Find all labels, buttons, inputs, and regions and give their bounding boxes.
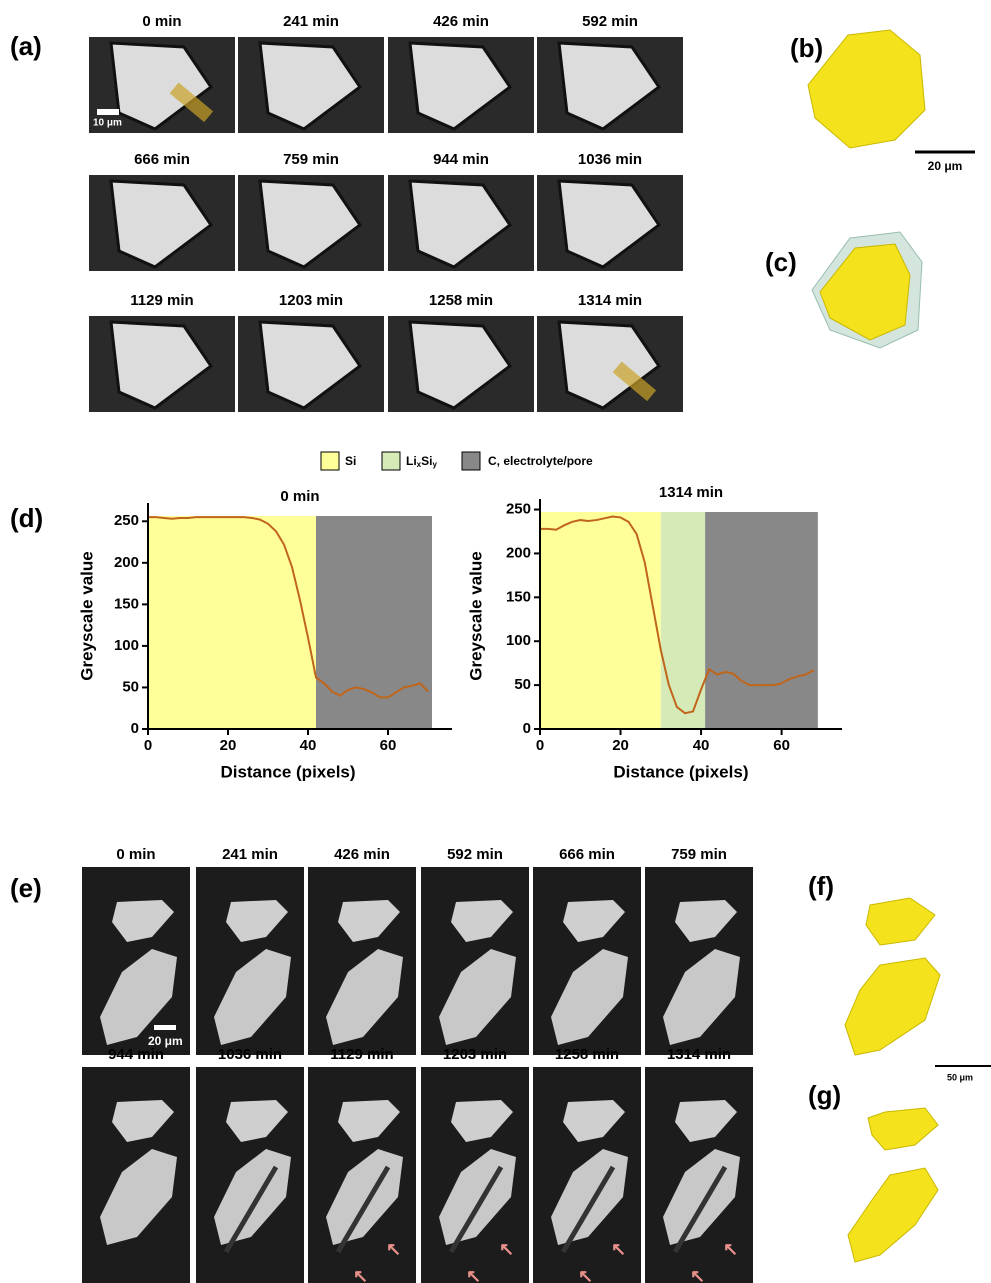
- time-label: 1129 min: [330, 1046, 393, 1063]
- time-label: 0 min: [142, 13, 181, 30]
- arrow: ↖: [499, 1239, 514, 1259]
- legend-label: C, electrolyte/pore: [488, 454, 593, 468]
- legend-subscript: y: [432, 460, 437, 469]
- x-tick-label: 40: [300, 737, 317, 754]
- arrow: ↖: [578, 1266, 593, 1283]
- y-tick-label: 100: [114, 637, 139, 654]
- time-label: 1129 min: [130, 292, 193, 309]
- y-axis-title: Greyscale value: [466, 551, 485, 680]
- x-axis-title: Distance (pixels): [613, 762, 748, 781]
- figure: (a) (b) (c) (d) (e) (f) (g) 20 μm 50 μm …: [0, 0, 991, 1283]
- y-tick-label: 150: [506, 588, 531, 605]
- time-label: 592 min: [447, 846, 503, 863]
- panel-label: (a): [10, 31, 42, 61]
- time-label: 1203 min: [443, 1046, 507, 1063]
- time-label: 426 min: [334, 846, 390, 863]
- legend-text: Si: [421, 454, 432, 468]
- y-tick-label: 50: [514, 676, 531, 693]
- arrow: ↖: [690, 1266, 705, 1283]
- arrow: ↖: [466, 1266, 481, 1283]
- y-tick-label: 100: [506, 632, 531, 649]
- time-label: 1258 min: [429, 292, 493, 309]
- time-label: 1203 min: [279, 292, 343, 309]
- time-label: 241 min: [222, 846, 278, 863]
- panel-label: (c): [765, 247, 797, 277]
- particle-3d: [845, 958, 940, 1055]
- x-tick-label: 0: [536, 737, 544, 754]
- legend-swatch: [321, 452, 339, 470]
- panel-label: (d): [10, 503, 43, 533]
- time-label: 759 min: [671, 846, 727, 863]
- panel-label: (f): [808, 871, 834, 901]
- panel-label: (e): [10, 873, 42, 903]
- x-tick-label: 60: [773, 737, 790, 754]
- legend-swatch: [462, 452, 480, 470]
- legend-swatch: [382, 452, 400, 470]
- x-tick-label: 40: [693, 737, 710, 754]
- legend-label: LixSiy: [406, 454, 437, 469]
- scale-bar-label: 20 μm: [928, 159, 963, 173]
- time-label: 1036 min: [218, 1046, 282, 1063]
- time-label: 1314 min: [667, 1046, 731, 1063]
- arrow: ↖: [611, 1239, 626, 1259]
- region: [540, 512, 661, 729]
- time-label: 241 min: [283, 13, 339, 30]
- y-axis-title: Greyscale value: [77, 551, 96, 680]
- scale-bar: [154, 1025, 176, 1030]
- y-tick-label: 200: [114, 554, 139, 571]
- x-tick-label: 20: [612, 737, 629, 754]
- scale-bar-label: 10 μm: [93, 118, 122, 129]
- region: [316, 516, 432, 729]
- time-label: 944 min: [108, 1046, 164, 1063]
- arrow: ↖: [353, 1266, 368, 1283]
- x-tick-label: 20: [220, 737, 237, 754]
- x-tick-label: 0: [144, 737, 152, 754]
- time-label: 1314 min: [578, 292, 642, 309]
- y-tick-label: 0: [131, 720, 139, 737]
- time-label: 666 min: [559, 846, 615, 863]
- arrow: ↖: [386, 1239, 401, 1259]
- time-label: 1258 min: [555, 1046, 619, 1063]
- time-label: 426 min: [433, 13, 489, 30]
- x-axis-title: Distance (pixels): [220, 762, 355, 781]
- region: [705, 512, 818, 729]
- particle-3d: [808, 30, 925, 148]
- time-label: 944 min: [433, 151, 489, 168]
- y-tick-label: 150: [114, 595, 139, 612]
- time-label: 1036 min: [578, 151, 642, 168]
- legend-text: Li: [406, 454, 417, 468]
- scale-bar: [97, 109, 119, 115]
- x-tick-label: 60: [380, 737, 397, 754]
- y-tick-label: 0: [523, 720, 531, 737]
- particle-3d: [866, 898, 935, 945]
- legend-label: Si: [345, 454, 356, 468]
- panel-label: (b): [790, 33, 823, 63]
- scale-bar-label: 50 μm: [947, 1072, 973, 1082]
- time-label: 0 min: [116, 846, 155, 863]
- particle-3d: [848, 1168, 938, 1262]
- y-tick-label: 200: [506, 544, 531, 561]
- chart-title: 1314 min: [659, 484, 723, 501]
- chart-title: 0 min: [280, 488, 319, 505]
- particle-3d: [868, 1108, 938, 1150]
- y-tick-label: 250: [506, 501, 531, 518]
- y-tick-label: 50: [122, 678, 139, 695]
- y-tick-label: 250: [114, 512, 139, 529]
- panel-label: (g): [808, 1080, 841, 1110]
- region: [148, 516, 316, 729]
- time-label: 759 min: [283, 151, 339, 168]
- time-label: 592 min: [582, 13, 638, 30]
- time-label: 666 min: [134, 151, 190, 168]
- arrow: ↖: [723, 1239, 738, 1259]
